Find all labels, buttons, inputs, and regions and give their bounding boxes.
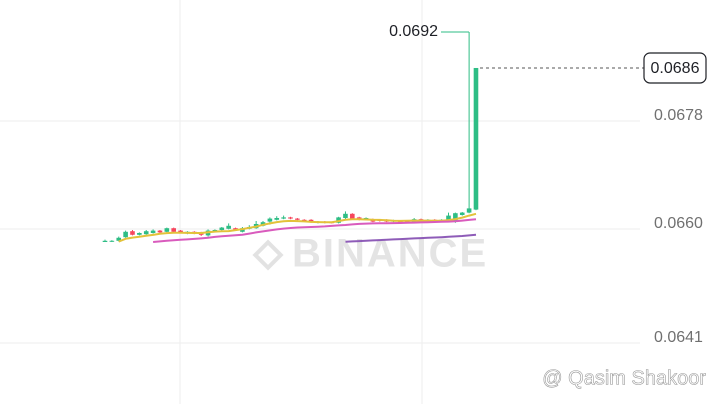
- candle-body: [301, 219, 307, 221]
- y-tick-label: 0.0678: [654, 107, 703, 124]
- candle-body: [143, 231, 149, 235]
- candle-body: [130, 231, 135, 235]
- candle-body: [274, 217, 280, 220]
- last-price-label: 0.0686: [651, 60, 700, 77]
- candle-body: [343, 213, 348, 218]
- candle-body: [109, 240, 115, 242]
- candle-body: [295, 218, 300, 220]
- candle-body: [219, 227, 225, 230]
- candle-body: [288, 217, 293, 219]
- candle-body: [102, 240, 108, 242]
- candle-body: [171, 228, 176, 232]
- y-tick-label: 0.0660: [654, 215, 703, 232]
- candle-body: [473, 67, 479, 210]
- candle-body: [137, 232, 142, 235]
- moving-average-line: [153, 218, 477, 243]
- moving-average-line: [345, 233, 477, 243]
- candle-body: [446, 215, 451, 221]
- candle-body: [226, 225, 231, 229]
- credit: @ Qasim Shakoor: [542, 367, 706, 389]
- candle-body: [150, 230, 156, 233]
- candle-body: [123, 231, 128, 238]
- candle-body: [459, 212, 465, 215]
- candle-body: [466, 208, 472, 213]
- moving-average-line: [118, 212, 477, 243]
- watermark-logo: [252, 239, 284, 271]
- candle-body: [116, 237, 122, 241]
- candle-body: [350, 213, 355, 220]
- candle-body: [267, 218, 273, 222]
- last-price-box: [643, 52, 707, 84]
- candle-body: [164, 228, 170, 232]
- candle-body: [178, 230, 183, 233]
- high-label: 0.0692: [389, 23, 438, 40]
- y-tick-label: 0.0641: [654, 329, 703, 346]
- candle-body: [157, 230, 163, 233]
- candle-body: [453, 213, 458, 222]
- watermark: BINANCE: [292, 232, 488, 276]
- candle-body: [281, 217, 286, 219]
